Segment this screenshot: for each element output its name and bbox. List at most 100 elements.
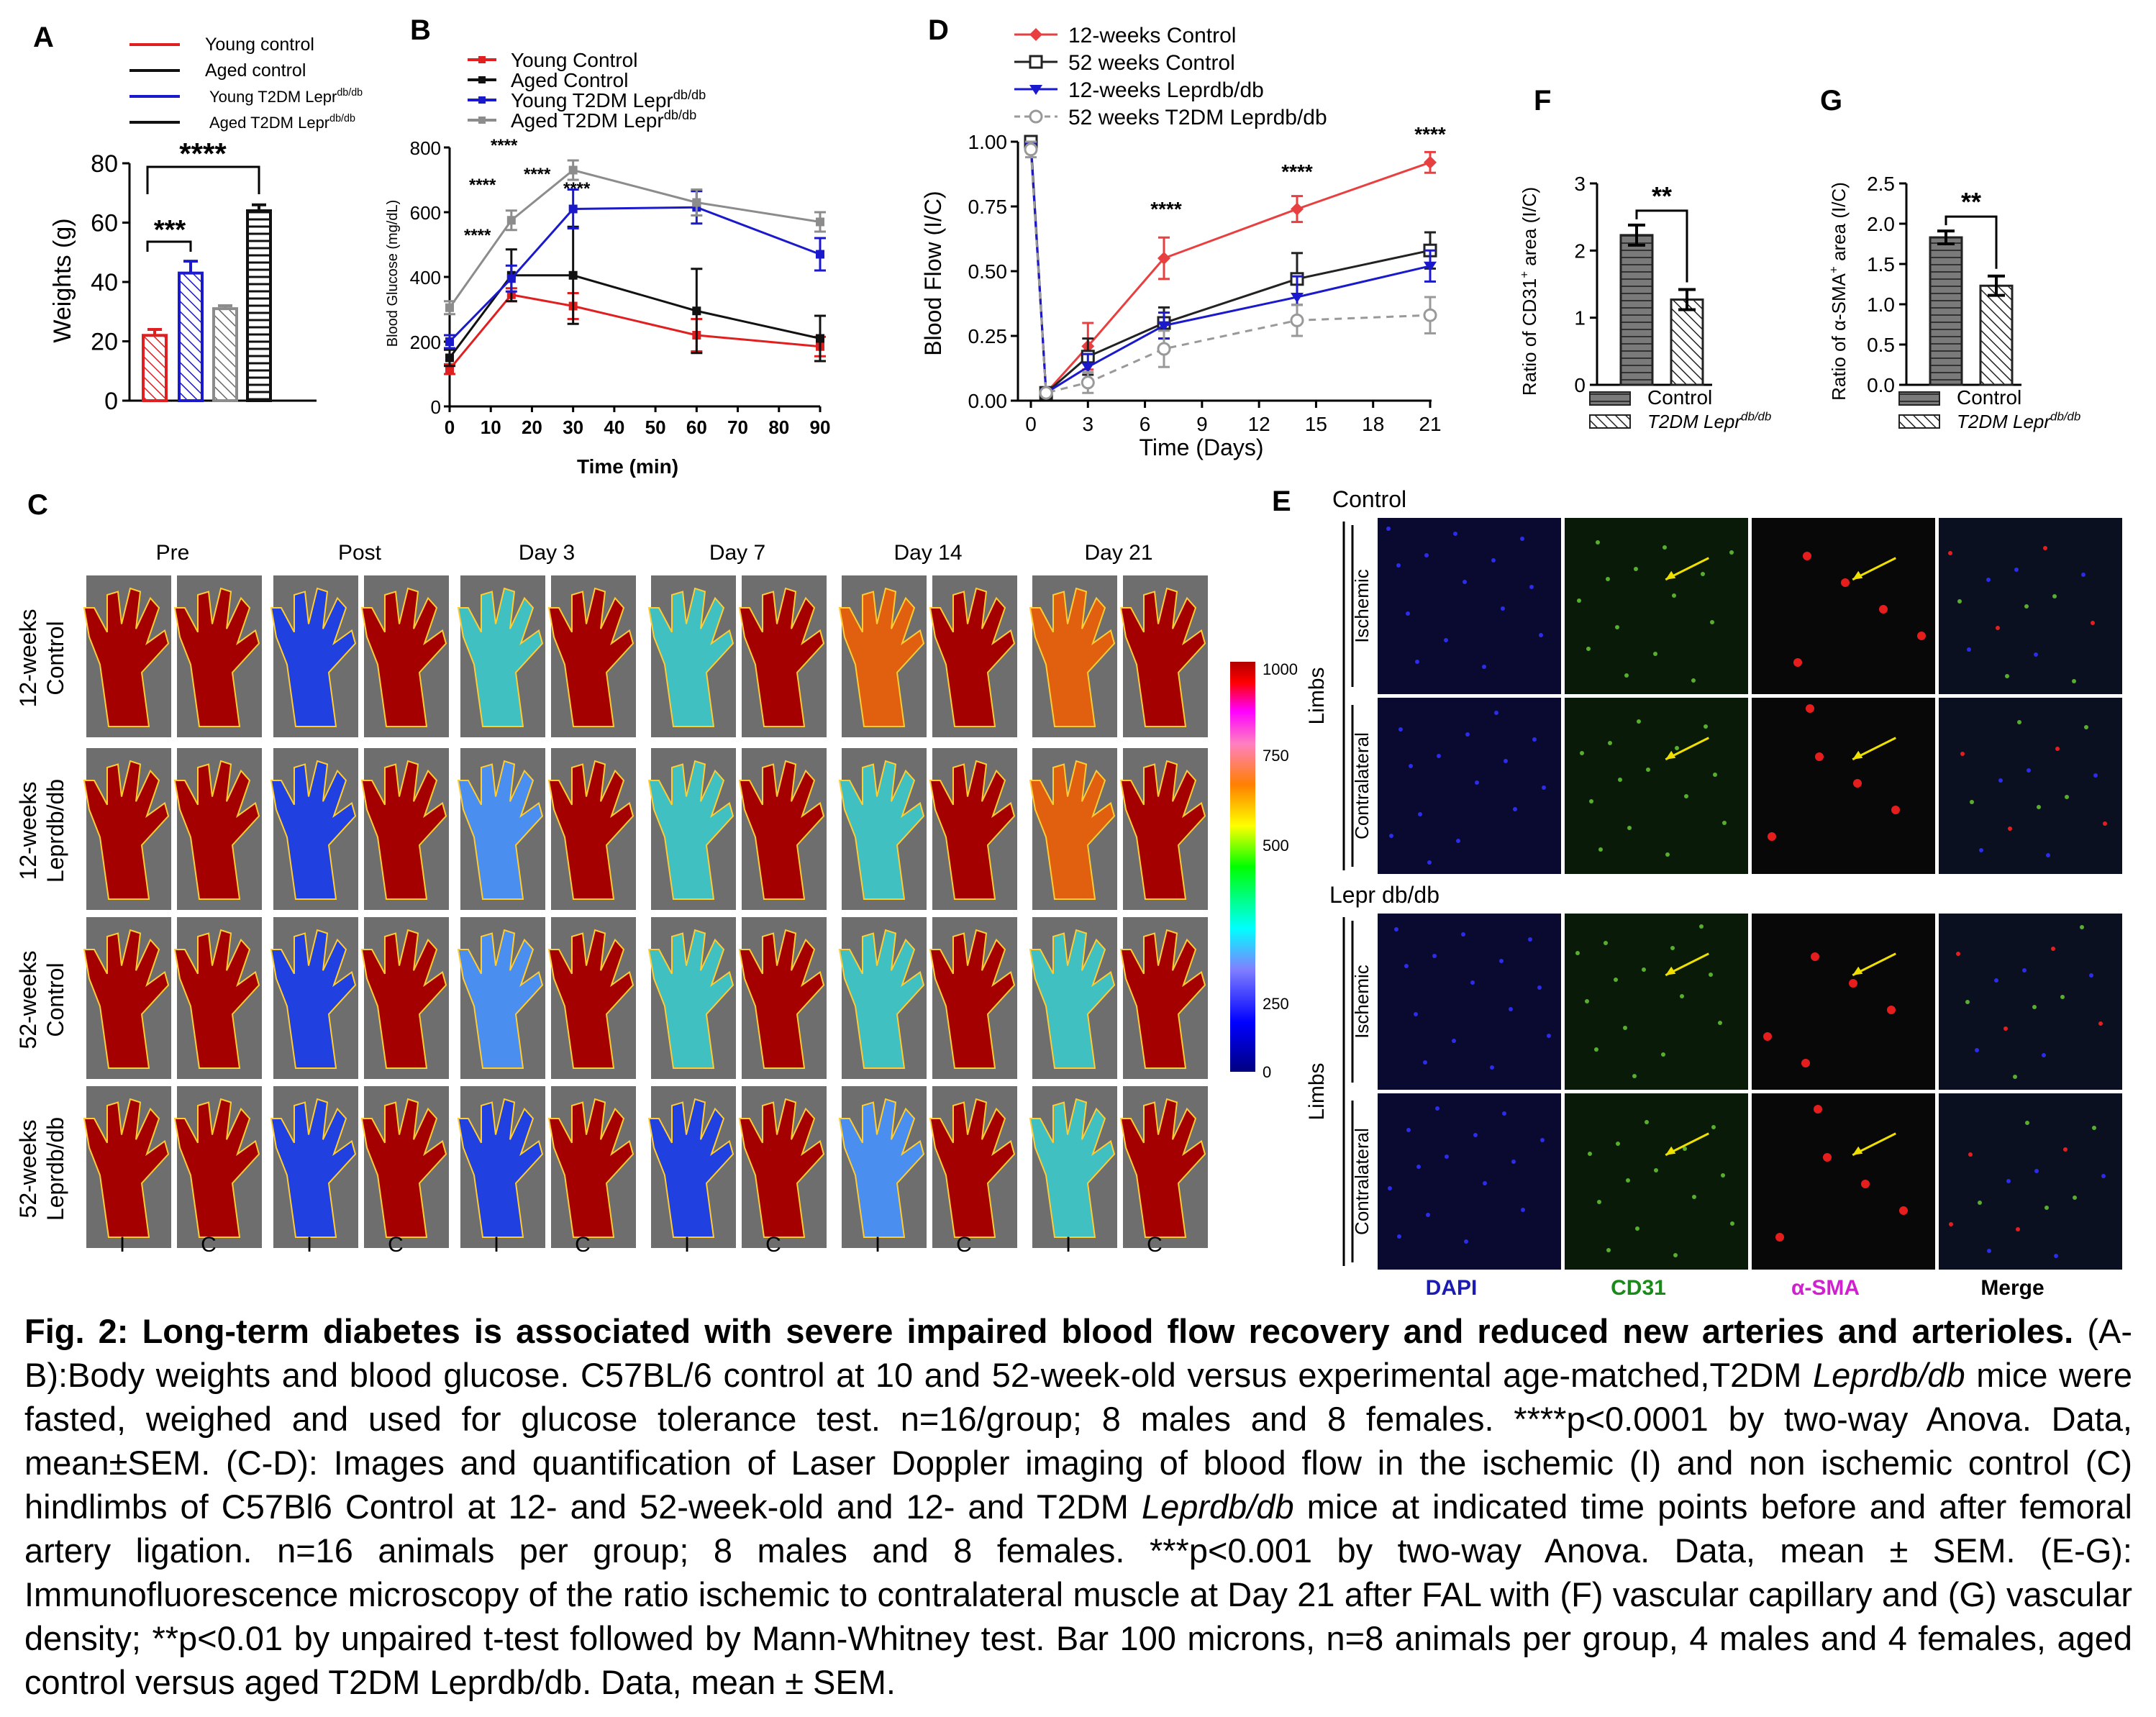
- panel-letter-b: B: [410, 14, 431, 46]
- x-tick-label: 90: [810, 416, 831, 438]
- stain-signal: [2055, 747, 2060, 751]
- series-line: [1029, 147, 1431, 395]
- stain-signal: [1388, 1186, 1392, 1190]
- stain-signal: [1389, 834, 1393, 838]
- y-tick-label: 2.0: [1867, 213, 1895, 235]
- stain-signal: [1427, 860, 1432, 865]
- sig-label: ***: [154, 215, 186, 245]
- data-point: [692, 306, 701, 316]
- stain-signal: [1815, 752, 1824, 761]
- stain-signal: [1542, 785, 1546, 790]
- limb-label: I: [1065, 1233, 1071, 1257]
- stain-signal: [1588, 1152, 1592, 1156]
- stain-signal: [2063, 1147, 2068, 1152]
- paw-signal: [1119, 929, 1206, 1069]
- x-tick-label: 60: [686, 416, 707, 438]
- data-point: [1039, 386, 1053, 400]
- data-point: [1290, 313, 1304, 327]
- stain-signal: [1956, 952, 1960, 956]
- legend-label: T2DM Leprdb/db: [1957, 410, 2080, 432]
- colorbar-tick-label: 1000: [1263, 660, 1298, 678]
- stain-signal: [1547, 1034, 1551, 1038]
- row-label: 12-weeks: [15, 609, 41, 708]
- x-tick-label: 70: [727, 416, 748, 438]
- data-point: [1157, 321, 1170, 332]
- stain-signal: [1409, 764, 1413, 768]
- micrograph: [1565, 1093, 1748, 1270]
- stain-signal: [1614, 978, 1618, 982]
- y-tick-label: 2.5: [1867, 173, 1895, 195]
- stain-signal: [1670, 946, 1675, 950]
- stain-signal: [2089, 973, 2093, 978]
- sig-label: ****: [1150, 198, 1182, 220]
- stain-signal: [1575, 951, 1580, 955]
- paw-signal: [647, 587, 734, 727]
- sig-label: ****: [563, 179, 591, 199]
- arrow-head: [1852, 570, 1863, 580]
- sig-label: ****: [469, 176, 496, 195]
- stain-signal: [1444, 638, 1448, 642]
- paw-signal: [547, 587, 634, 727]
- stain-signal: [1823, 1153, 1832, 1162]
- micrograph: [1378, 518, 1561, 694]
- stain-signal: [2013, 1075, 2017, 1079]
- stain-signal: [1986, 578, 1991, 582]
- data-point: [816, 334, 824, 343]
- group-label: Lepr db/db: [1329, 882, 1439, 908]
- stain-signal: [2091, 621, 2095, 625]
- x-tick-label: 80: [768, 416, 789, 438]
- stain-signal: [1424, 553, 1429, 557]
- stain-signal: [1537, 985, 1542, 990]
- figure-caption: Fig. 2: Long-term diabetes is associated…: [24, 1309, 2132, 1704]
- stain-signal: [1683, 1147, 1687, 1151]
- stain-signal: [1627, 826, 1632, 830]
- paw-signal: [1029, 587, 1116, 727]
- stain-signal: [2008, 826, 2012, 831]
- stain-signal: [1879, 605, 1888, 614]
- data-point: [816, 250, 824, 259]
- stain-signal: [1968, 1152, 1973, 1157]
- bar: [1670, 298, 1704, 386]
- stain-signal: [1594, 1047, 1598, 1052]
- data-point: [568, 270, 578, 280]
- stain-signal: [1709, 973, 1713, 977]
- stain-signal: [1589, 799, 1593, 803]
- sig-label: ****: [491, 136, 518, 155]
- legend-marker: [478, 117, 486, 124]
- data-point: [506, 216, 516, 225]
- data-point: [506, 274, 516, 283]
- paw-signal: [83, 760, 170, 900]
- paw-signal: [457, 760, 544, 900]
- paw-signal: [738, 760, 825, 900]
- stain-signal: [2003, 1026, 2008, 1031]
- stain-signal: [1768, 832, 1776, 841]
- stain-signal: [1606, 577, 1610, 581]
- stain-signal: [1453, 532, 1457, 536]
- stain-signal: [1899, 1206, 1908, 1215]
- group-label: Control: [1332, 486, 1406, 512]
- stain-signal: [1775, 1233, 1784, 1242]
- paw-signal: [83, 929, 170, 1069]
- stain-signal: [1861, 1180, 1870, 1188]
- bar: [246, 209, 272, 402]
- y-tick-label: 2: [1574, 240, 1586, 262]
- stain-signal: [1414, 1012, 1418, 1016]
- y-tick-label: 800: [410, 137, 441, 159]
- paw-signal: [1029, 760, 1116, 900]
- micrograph: [1565, 518, 1748, 694]
- stain-signal: [1520, 537, 1524, 541]
- stain-signal: [1704, 724, 1708, 729]
- limb-label: C: [956, 1233, 972, 1257]
- legend-marker: [478, 96, 486, 104]
- stain-signal: [1979, 848, 1983, 852]
- stain-signal: [2025, 1121, 2029, 1125]
- arrow-head: [1852, 1146, 1863, 1155]
- stain-signal: [1539, 633, 1543, 637]
- paw-signal: [929, 929, 1016, 1069]
- paw-signal: [360, 587, 447, 727]
- paw-signal: [173, 587, 260, 727]
- stain-signal: [1948, 551, 1952, 555]
- limb-label: C: [388, 1233, 404, 1257]
- stain-signal: [1502, 1111, 1506, 1116]
- arrow-head: [1665, 1146, 1676, 1155]
